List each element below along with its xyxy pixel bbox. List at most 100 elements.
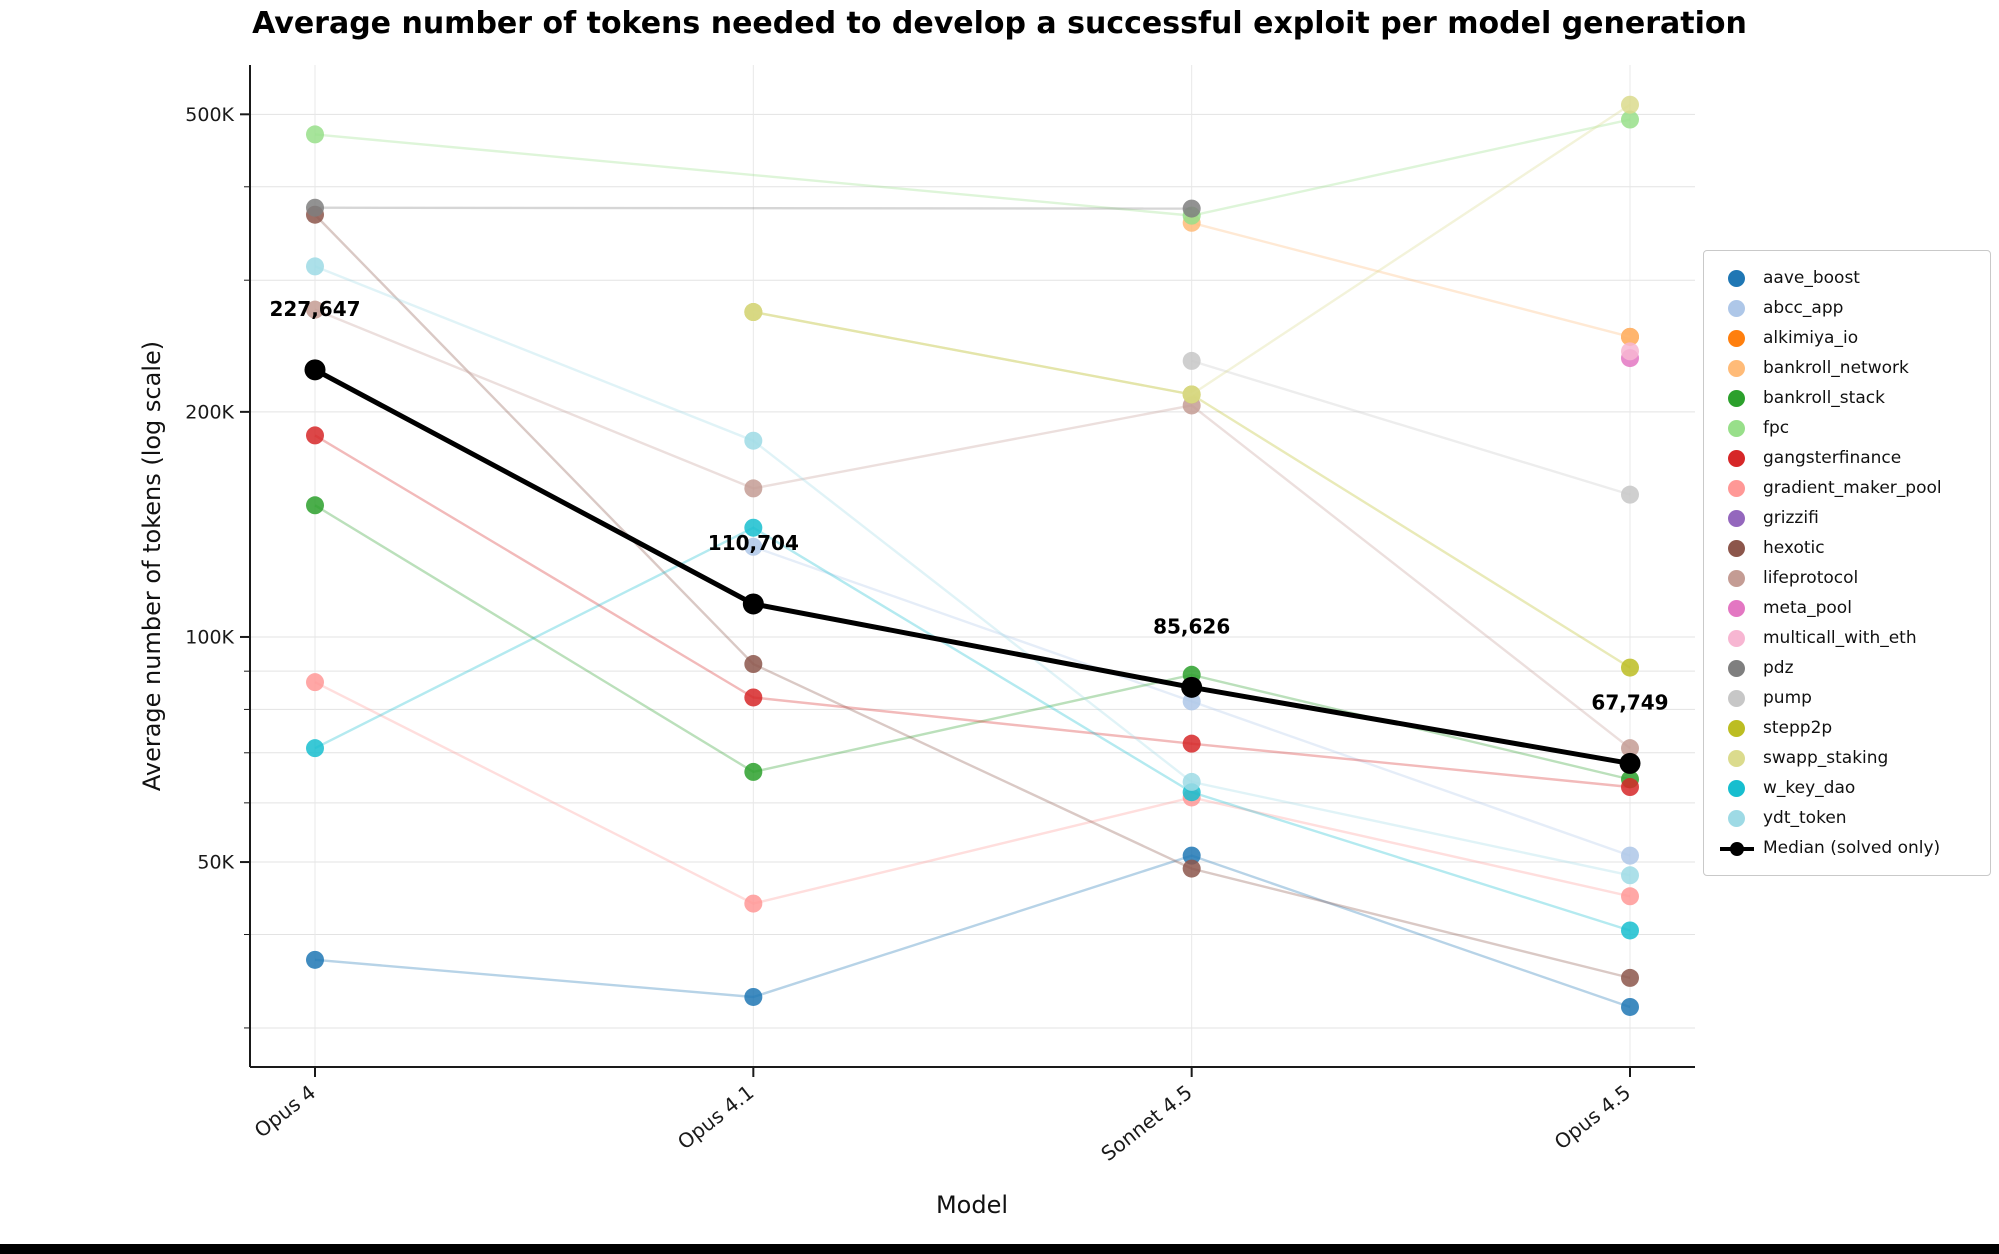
legend-item-bankroll_network: bankroll_network (1714, 353, 1980, 383)
data-point-gradient_maker_pool (744, 894, 763, 913)
legend-swatch-circle (1728, 779, 1745, 797)
legend-label: pump (1763, 688, 1812, 708)
data-point-aave_boost (1182, 846, 1201, 865)
series-line-pump (1191, 359, 1631, 496)
median-point (742, 593, 764, 615)
data-point-hexotic (1182, 859, 1201, 878)
data-point-aave_boost (1621, 997, 1639, 1016)
median-point (1181, 676, 1203, 698)
data-point-hexotic (1621, 968, 1639, 987)
data-point-ydt_token (1621, 866, 1639, 885)
legend-item-ydt_token: ydt_token (1714, 803, 1980, 833)
legend-label: stepp2p (1763, 718, 1833, 738)
legend-swatch-circle (1728, 689, 1745, 707)
legend-swatch-circle (1728, 749, 1745, 767)
legend-swatch-circle (1728, 539, 1745, 557)
median-annotation: 110,704 (708, 531, 799, 555)
legend-label: aave_boost (1763, 268, 1860, 288)
series-line-fpc (314, 118, 1631, 217)
legend-item-pdz: pdz (1714, 653, 1980, 683)
median-annotation: 85,626 (1153, 614, 1230, 638)
legend-swatch-circle (1728, 269, 1745, 287)
series-line-bankroll_stack (314, 504, 1631, 781)
legend-label: multicall_with_eth (1763, 628, 1917, 648)
legend-item-pump: pump (1714, 683, 1980, 713)
y-axis-label: Average number of tokens (log scale) (138, 340, 166, 792)
series-line-bankroll_network (1191, 221, 1631, 338)
series-line-gradient_maker_pool (314, 681, 1631, 905)
legend-swatch-circle (1728, 719, 1745, 737)
data-point-w_key_dao (744, 518, 763, 537)
legend-item-swapp_staking: swapp_staking (1714, 743, 1980, 773)
data-point-gangsterfinance (744, 688, 763, 707)
legend-swatch-median-line (1720, 840, 1754, 857)
data-point-swapp_staking (1182, 385, 1201, 404)
data-point-pump (1182, 351, 1201, 370)
legend-swatch-circle (1728, 389, 1745, 407)
legend-label: grizzifi (1763, 508, 1819, 528)
data-point-abcc_app (1182, 692, 1201, 711)
data-point-pdz (1182, 199, 1201, 218)
legend-label: ydt_token (1763, 808, 1847, 828)
legend-label: gradient_maker_pool (1763, 478, 1942, 498)
data-point-w_key_dao (1621, 921, 1639, 940)
legend-item-gangsterfinance: gangsterfinance (1714, 443, 1980, 473)
legend-swatch-circle (1728, 599, 1745, 617)
legend: aave_boost abcc_app alkimiya_io bankroll_ne… (1703, 250, 1991, 876)
data-point-stepp2p (1621, 658, 1639, 677)
legend-label: gangsterfinance (1763, 448, 1902, 468)
data-point-swapp_staking (744, 303, 763, 322)
y-tick-label: 500K (185, 104, 234, 126)
legend-item-median: Median (solved only) (1714, 833, 1980, 863)
chart-title: Average number of tokens needed to devel… (252, 6, 1747, 41)
legend-item-grizzifi: grizzifi (1714, 503, 1980, 533)
bottom-bar (0, 1244, 1999, 1254)
legend-label: bankroll_network (1763, 358, 1909, 378)
y-tick-label: 50K (197, 852, 234, 874)
legend-label: meta_pool (1763, 598, 1852, 618)
median-line (313, 367, 1631, 766)
legend-item-bankroll_stack: bankroll_stack (1714, 383, 1980, 413)
series-line-w_key_dao (314, 526, 1631, 932)
data-point-w_key_dao (306, 739, 324, 758)
legend-label: fpc (1763, 418, 1790, 438)
data-point-fpc (306, 125, 324, 144)
series-line-hexotic (314, 213, 1631, 980)
x-tick-label: Opus 4.5 (1550, 1080, 1635, 1154)
median-point (304, 359, 326, 381)
x-tick-label: Sonnet 4.5 (1096, 1080, 1196, 1166)
legend-item-w_key_dao: w_key_dao (1714, 773, 1980, 803)
x-tick-label: Opus 4 (250, 1080, 320, 1142)
legend-item-aave_boost: aave_boost (1714, 263, 1980, 293)
data-point-bankroll_network (1621, 327, 1639, 346)
x-tick-label: Opus 4.1 (673, 1080, 758, 1154)
legend-label: pdz (1763, 658, 1794, 678)
y-tick-label: 100K (185, 627, 234, 649)
data-point-bankroll_stack (744, 762, 763, 781)
data-point-abcc_app (744, 537, 763, 556)
legend-label: w_key_dao (1763, 778, 1856, 798)
legend-swatch-circle (1728, 299, 1745, 317)
data-point-pump (1621, 485, 1639, 504)
series-line-gangsterfinance (314, 434, 1631, 789)
legend-label: lifeprotocol (1763, 568, 1859, 588)
data-point-ydt_token (1182, 772, 1201, 791)
legend-swatch-circle (1728, 809, 1745, 827)
series-line-aave_boost (314, 854, 1631, 1009)
legend-swatch-circle (1728, 329, 1745, 347)
data-point-fpc (1621, 110, 1639, 129)
data-point-gradient_maker_pool (1621, 887, 1639, 906)
legend-item-fpc: fpc (1714, 413, 1980, 443)
data-point-pdz (306, 198, 324, 217)
data-point-abcc_app (1621, 846, 1639, 865)
legend-swatch-circle (1728, 359, 1745, 377)
data-point-ydt_token (306, 257, 324, 276)
data-point-gangsterfinance (1182, 734, 1201, 753)
legend-item-meta_pool: meta_pool (1714, 593, 1980, 623)
legend-label: swapp_staking (1763, 748, 1889, 768)
data-point-hexotic (744, 655, 763, 674)
legend-label: hexotic (1763, 538, 1825, 558)
legend-swatch-circle (1728, 449, 1745, 467)
